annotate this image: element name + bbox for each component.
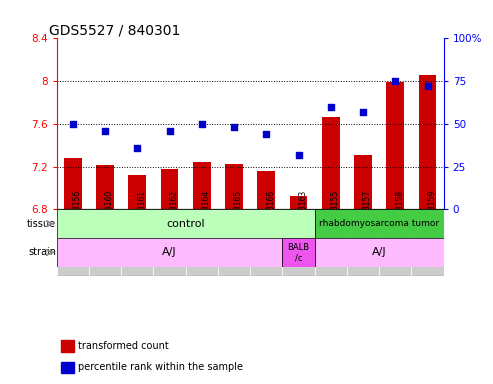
Bar xyxy=(419,75,436,209)
Bar xyxy=(315,238,444,267)
Bar xyxy=(412,209,444,276)
Text: GDS5527 / 840301: GDS5527 / 840301 xyxy=(49,23,180,37)
Point xyxy=(230,124,238,130)
Bar xyxy=(290,197,308,209)
Bar xyxy=(282,209,315,276)
Bar xyxy=(193,162,211,209)
Text: GSM738166: GSM738166 xyxy=(266,190,275,236)
Text: percentile rank within the sample: percentile rank within the sample xyxy=(78,362,243,372)
Point xyxy=(134,145,141,151)
Bar xyxy=(315,209,444,238)
Text: transformed count: transformed count xyxy=(78,341,169,351)
Text: GSM738164: GSM738164 xyxy=(202,190,211,236)
Point xyxy=(262,131,270,137)
Bar xyxy=(225,164,243,209)
Bar xyxy=(57,209,89,276)
Bar xyxy=(347,209,379,276)
Text: strain: strain xyxy=(28,247,56,258)
Bar xyxy=(387,82,404,209)
Bar xyxy=(218,209,250,276)
Text: GSM738161: GSM738161 xyxy=(138,190,146,236)
Bar xyxy=(57,238,282,267)
Text: GSM738156: GSM738156 xyxy=(73,190,82,236)
Text: rhabdomyosarcoma tumor: rhabdomyosarcoma tumor xyxy=(319,219,439,228)
Bar xyxy=(282,238,315,267)
Bar xyxy=(64,158,82,209)
Bar xyxy=(186,209,218,276)
Bar xyxy=(161,169,178,209)
Bar xyxy=(61,340,74,352)
Point xyxy=(423,83,431,89)
Point xyxy=(295,152,303,158)
Bar xyxy=(61,362,74,373)
Text: GSM738155: GSM738155 xyxy=(331,190,340,236)
Text: GSM738157: GSM738157 xyxy=(363,190,372,236)
Bar xyxy=(129,175,146,209)
Text: A/J: A/J xyxy=(372,247,387,258)
Point xyxy=(69,121,77,127)
Text: control: control xyxy=(166,218,205,229)
Bar xyxy=(153,209,186,276)
Text: A/J: A/J xyxy=(162,247,177,258)
Bar xyxy=(379,209,412,276)
Point xyxy=(359,109,367,115)
Text: GSM738159: GSM738159 xyxy=(427,190,437,236)
Point xyxy=(391,78,399,84)
Bar xyxy=(315,209,347,276)
Bar xyxy=(57,209,315,238)
Point xyxy=(198,121,206,127)
Bar xyxy=(96,166,114,209)
Point xyxy=(327,104,335,110)
Text: GSM738165: GSM738165 xyxy=(234,190,243,236)
Text: GSM738158: GSM738158 xyxy=(395,190,404,236)
Bar xyxy=(121,209,153,276)
Text: BALB
/c: BALB /c xyxy=(287,243,310,262)
Text: tissue: tissue xyxy=(27,218,56,229)
Bar xyxy=(250,209,282,276)
Point xyxy=(166,127,174,134)
Point xyxy=(101,127,109,134)
Bar xyxy=(354,155,372,209)
Bar xyxy=(257,171,275,209)
Bar xyxy=(322,118,340,209)
Bar xyxy=(89,209,121,276)
Text: GSM738163: GSM738163 xyxy=(299,190,308,236)
Text: GSM738160: GSM738160 xyxy=(105,190,114,236)
Text: GSM738162: GSM738162 xyxy=(170,190,178,236)
